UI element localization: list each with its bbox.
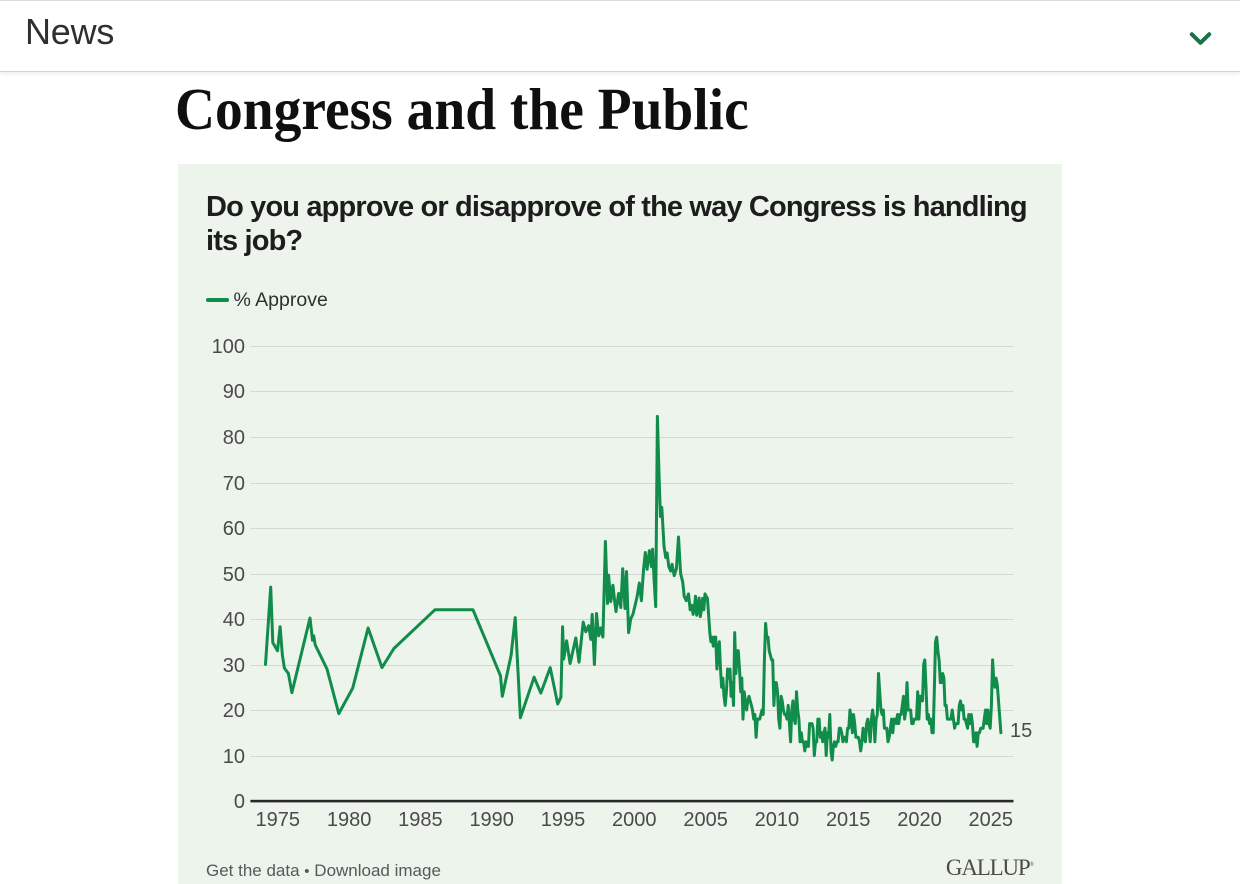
svg-text:60: 60 <box>223 518 245 540</box>
svg-text:2000: 2000 <box>612 809 657 831</box>
svg-text:0: 0 <box>234 791 245 813</box>
svg-text:2010: 2010 <box>755 809 800 831</box>
svg-text:2015: 2015 <box>826 809 871 831</box>
svg-text:50: 50 <box>223 564 245 586</box>
svg-text:1990: 1990 <box>469 809 514 831</box>
svg-text:100: 100 <box>212 336 245 358</box>
svg-text:15: 15 <box>1010 720 1032 742</box>
svg-text:20: 20 <box>223 700 245 722</box>
svg-text:1985: 1985 <box>398 809 443 831</box>
svg-text:1975: 1975 <box>256 809 301 831</box>
svg-text:2005: 2005 <box>683 809 728 831</box>
svg-text:40: 40 <box>223 609 245 631</box>
svg-text:80: 80 <box>223 427 245 449</box>
svg-text:90: 90 <box>223 381 245 403</box>
svg-text:70: 70 <box>223 473 245 495</box>
svg-text:2025: 2025 <box>969 809 1014 831</box>
svg-text:1980: 1980 <box>327 809 372 831</box>
svg-text:10: 10 <box>223 746 245 768</box>
svg-text:30: 30 <box>223 655 245 677</box>
svg-text:2020: 2020 <box>897 809 942 831</box>
svg-text:1995: 1995 <box>541 809 586 831</box>
